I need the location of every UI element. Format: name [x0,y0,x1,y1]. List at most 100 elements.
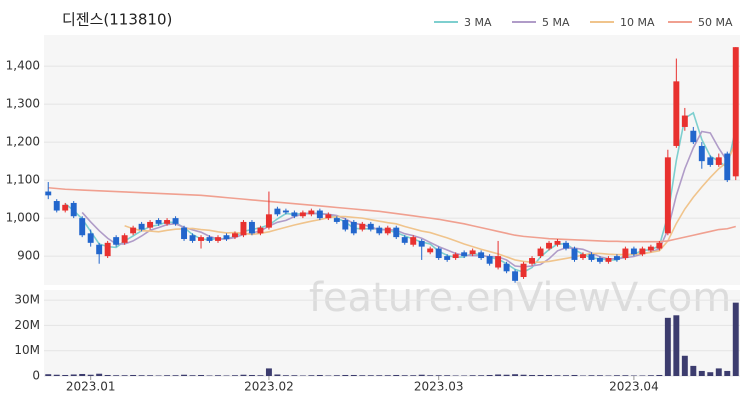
volume-bar [605,375,612,376]
volume-bar [503,374,510,376]
candle-body [96,244,103,255]
volume-bar [181,374,188,376]
candle-body [350,221,357,234]
volume-bar [104,374,111,376]
volume-bar [350,374,357,376]
candle-body [215,237,221,241]
volume-bar [546,374,552,376]
candle-body [265,214,272,228]
volume-bar [529,374,536,376]
volume-bar [495,374,502,376]
volume-bar [155,375,162,376]
candle-body [282,210,289,213]
candle-body [732,47,739,177]
volume-bar [121,375,128,376]
volume-bar [520,374,527,376]
candle-body [62,204,69,211]
volume-bar [359,375,366,376]
volume-bar [401,375,408,376]
candle-body [240,221,247,236]
candle-body [223,235,230,240]
candle-body [529,258,536,264]
volume-bar [206,375,213,376]
volume-bar [613,375,620,376]
ma-line [48,186,736,243]
volume-bar [172,375,179,376]
volume-bar [639,375,646,376]
candle-body [673,81,680,146]
candle-body [571,248,578,260]
volume-bar [664,317,671,376]
candle-body [537,248,544,257]
candle-body [45,191,52,196]
candle-body [181,227,188,240]
volume-bar [724,370,731,376]
candle-body [359,223,366,230]
x-tick-label: 2023.04 [609,380,659,394]
volume-panel [44,290,740,376]
candle-body [189,235,196,241]
candle-body [478,252,485,259]
chart-title: 디젠스(113810) [62,11,172,29]
candle-body [546,242,552,249]
volume-bar [707,372,714,376]
volume-bar [62,374,69,376]
watermark: feature.enViewV.com [309,275,731,321]
volume-bar [325,375,332,376]
volume-bar [333,375,340,376]
candle-body [79,218,86,236]
candle-body [554,240,561,245]
candle-body [248,221,255,234]
candle-body [630,248,637,255]
candle-body [53,201,60,211]
candle-body [452,254,459,259]
candle-body [316,210,323,219]
candle-body [401,237,408,243]
volume-bar [673,315,680,376]
candle-body [342,220,349,230]
candle-body [325,214,332,219]
legend-label: 50 MA [698,16,733,29]
volume-bar [537,374,544,376]
candle-body [367,223,374,230]
candle-body [596,258,603,262]
volume-bar [79,373,86,376]
legend-label: 3 MA [464,16,492,29]
candle-body [121,235,128,243]
volume-bar [732,302,739,376]
volume-bar [478,375,485,376]
volume-bar [45,374,52,376]
volume-bar [308,375,315,376]
y-tick-label: 30M [14,293,40,307]
candle-body [113,237,120,245]
volume-bar [410,375,417,376]
volume-bar [342,374,349,376]
volume-bar [96,373,103,376]
candle-body [138,223,145,230]
volume-bar [367,375,374,376]
legend-label: 5 MA [542,16,570,29]
candle-body [444,256,451,260]
volume-bar [486,374,493,376]
candle-body [435,248,442,259]
volume-bar [113,375,120,376]
candle-body [681,115,688,127]
volume-bar [469,375,476,376]
candle-body [155,220,162,224]
volume-bar [427,375,434,376]
x-tick-label: 2023.01 [66,380,116,394]
y-tick-label: 900 [17,249,40,263]
volume-bar [630,375,637,376]
volume-bar [232,375,238,376]
candle-body [130,227,137,234]
volume-bar [87,374,94,376]
volume-bar [444,375,451,376]
volume-bar [53,374,60,376]
volume-bar [316,374,323,376]
y-tick-label: 20M [14,318,40,332]
candle-body [512,271,519,281]
legend-label: 10 MA [620,16,655,29]
candle-body [308,210,315,215]
candle-body [588,254,595,260]
